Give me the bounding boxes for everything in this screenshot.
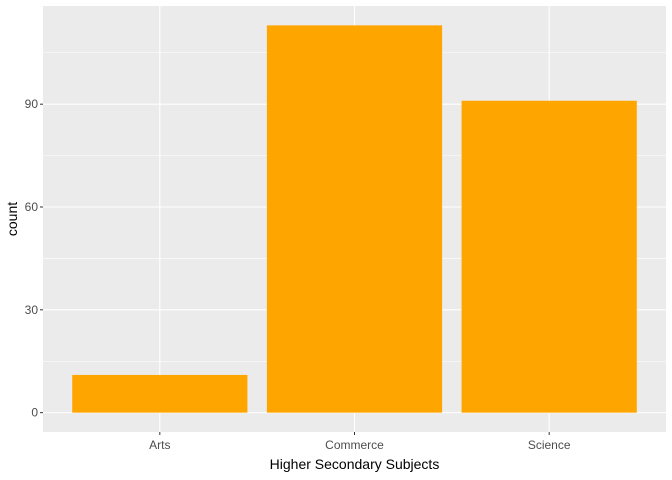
y-tick-label: 90	[25, 97, 39, 111]
x-axis-ticks: Arts Commerce Science	[149, 432, 571, 452]
bar-commerce	[266, 25, 443, 413]
y-tick-label: 60	[25, 200, 39, 214]
bar-arts	[72, 374, 248, 413]
y-axis-ticks: 0 30 60 90	[25, 97, 43, 420]
x-tick-label: Arts	[149, 438, 170, 452]
x-axis-title: Higher Secondary Subjects	[270, 456, 440, 472]
y-tick-label: 30	[25, 303, 39, 317]
x-tick-label: Commerce	[325, 438, 384, 452]
bars-group	[72, 25, 637, 413]
y-axis-title: count	[4, 202, 20, 236]
y-tick-label: 0	[31, 406, 38, 420]
x-tick-label: Science	[528, 438, 571, 452]
bar-science	[461, 100, 637, 413]
